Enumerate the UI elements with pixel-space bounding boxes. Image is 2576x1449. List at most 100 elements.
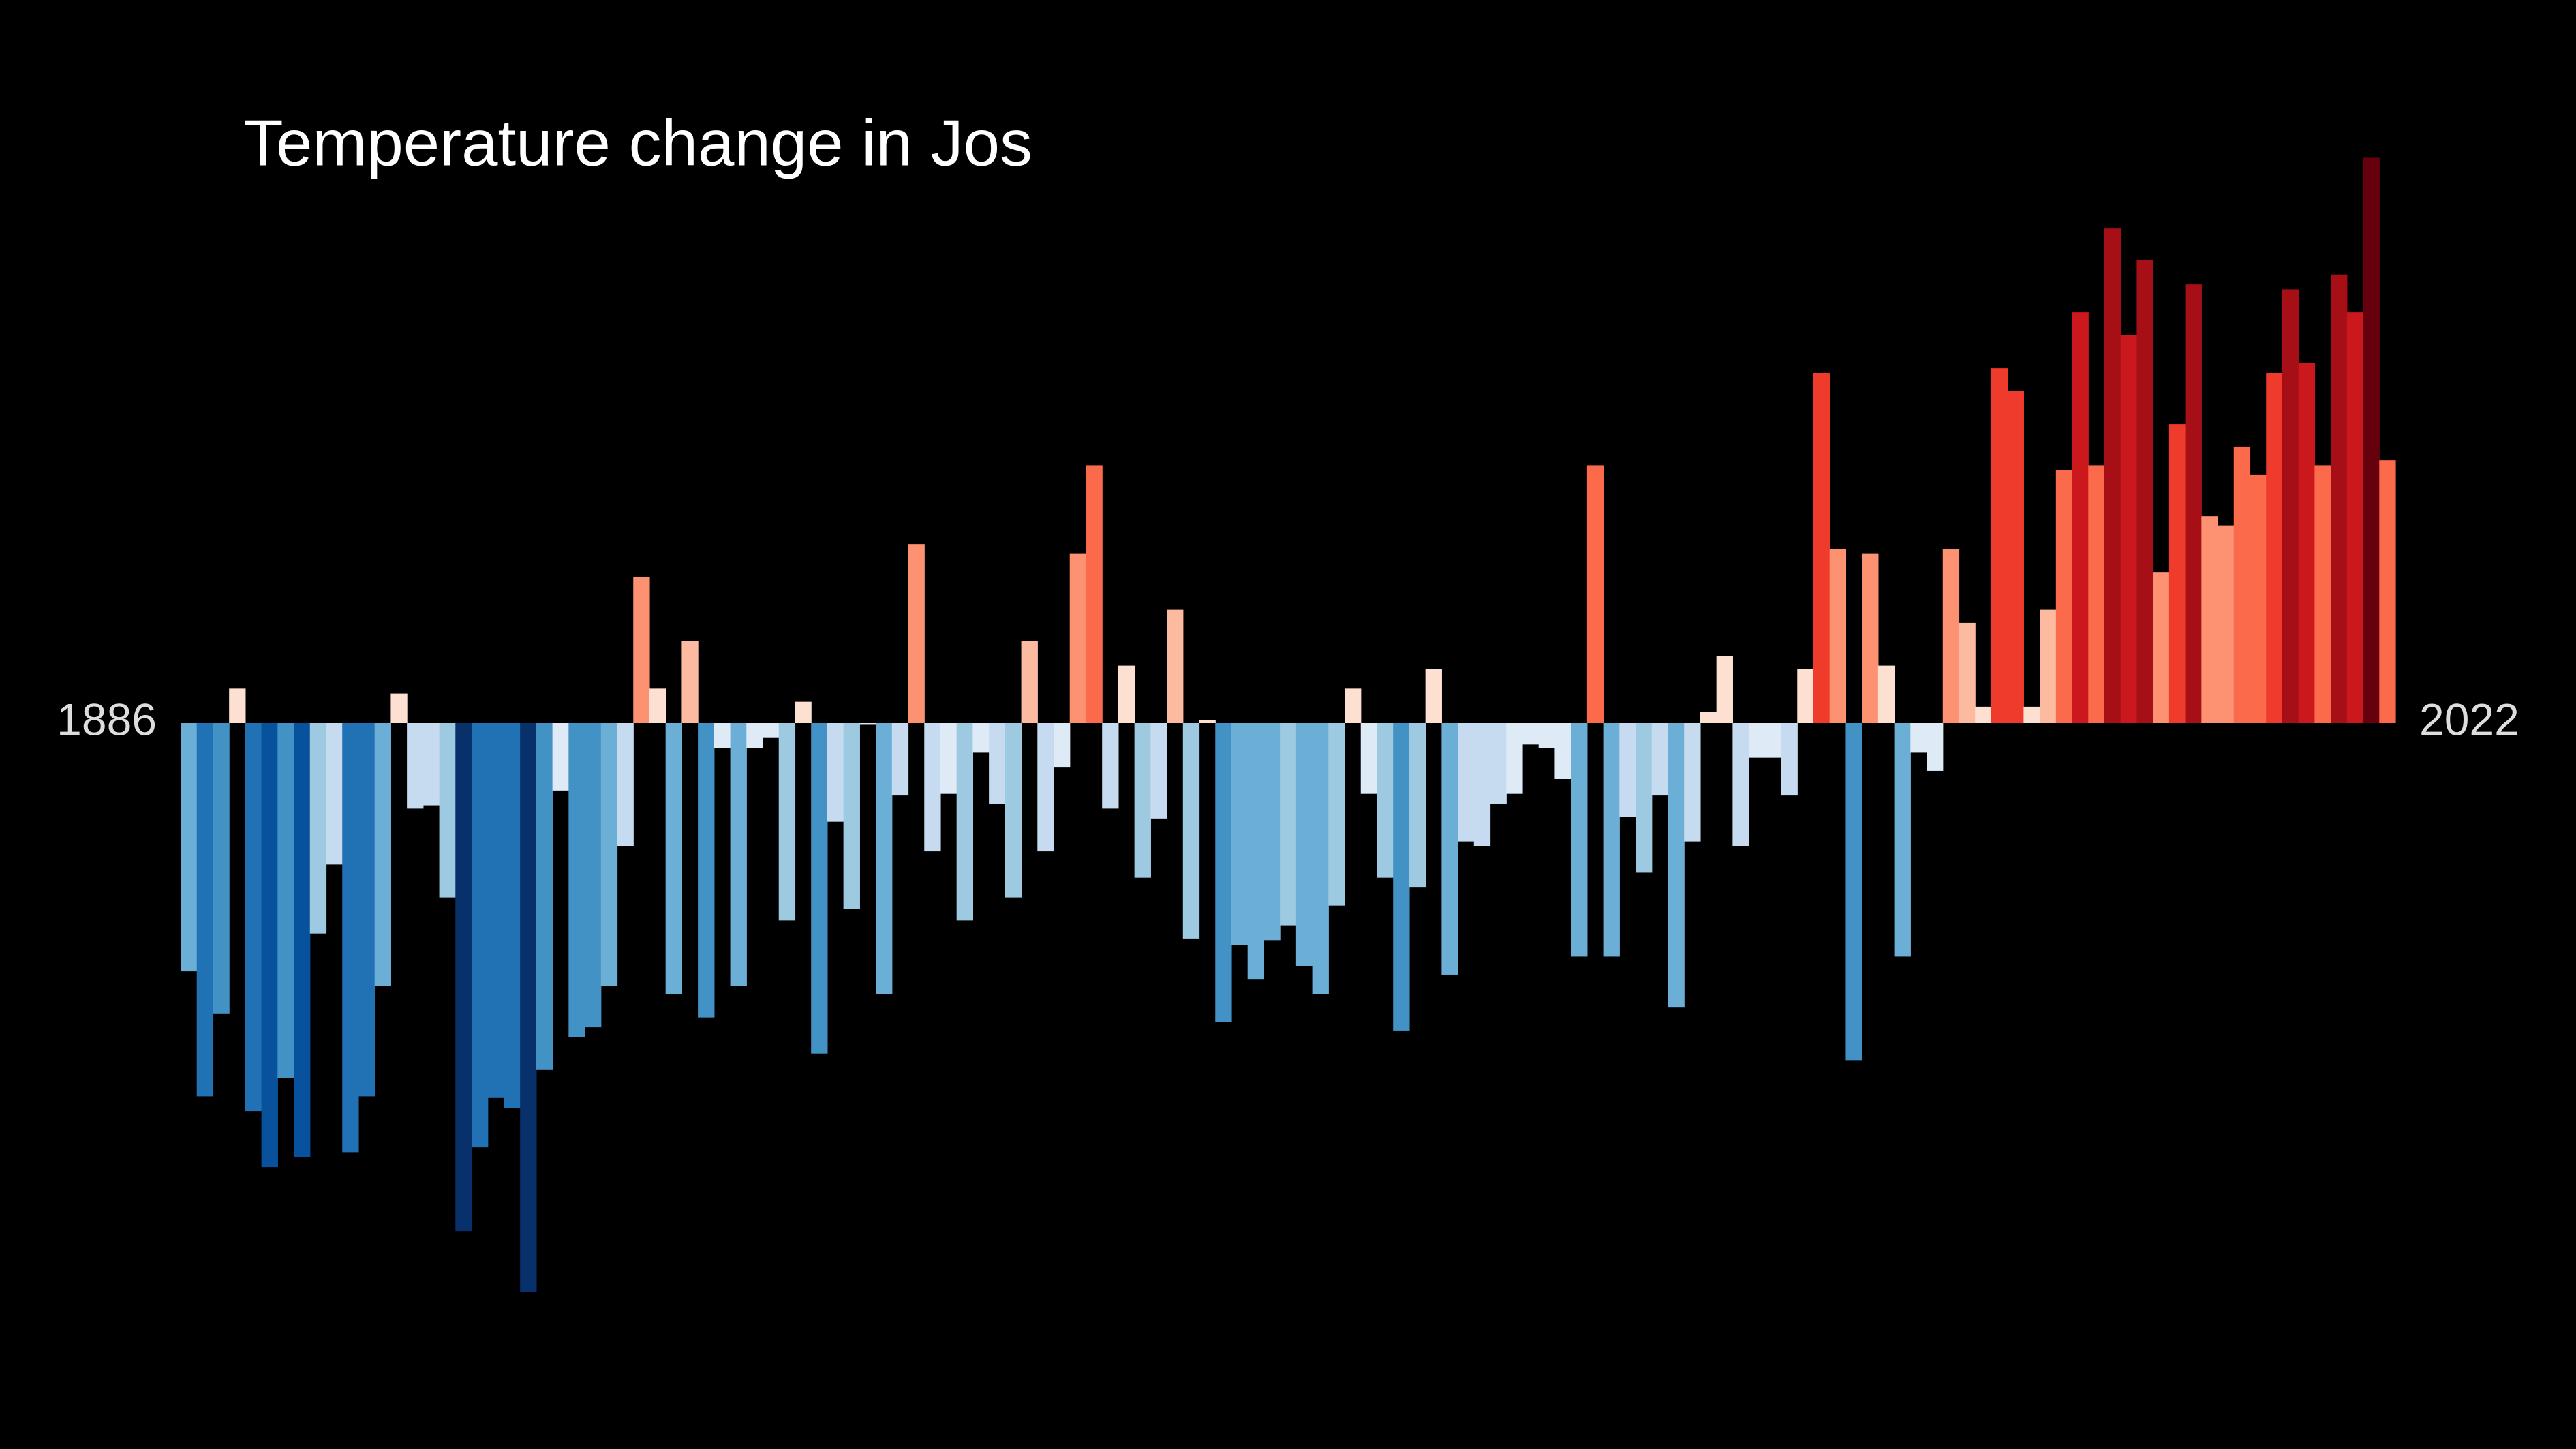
bar <box>196 723 214 1097</box>
bar <box>568 723 585 1037</box>
bar <box>2250 474 2267 723</box>
bar <box>649 688 666 723</box>
bar <box>1328 723 1345 906</box>
bar <box>2055 470 2073 723</box>
bar <box>1393 723 1410 1031</box>
bar <box>1506 723 1523 794</box>
bar <box>811 723 828 1054</box>
bar <box>1862 553 1879 723</box>
bar <box>1247 723 1265 980</box>
bar <box>1571 723 1588 957</box>
bar <box>1150 723 1167 819</box>
bar <box>891 723 909 796</box>
bar <box>1199 720 1216 723</box>
bar <box>1877 665 1895 723</box>
bar <box>1473 723 1491 846</box>
bar <box>358 723 375 1097</box>
bar <box>989 723 1006 804</box>
bar <box>1781 723 1798 796</box>
bar <box>1490 723 1507 804</box>
bar <box>714 723 731 748</box>
bar <box>1280 723 1297 926</box>
bar <box>1813 373 1830 723</box>
bar <box>1182 723 1200 939</box>
bar <box>1651 723 1669 796</box>
bar <box>439 723 456 898</box>
bar <box>2072 312 2089 724</box>
bar <box>1797 669 1814 723</box>
bar <box>1749 723 1766 758</box>
bar <box>681 641 699 723</box>
bar <box>1586 465 1604 723</box>
bar <box>536 723 553 1070</box>
bar <box>1118 665 1135 723</box>
bar <box>1425 669 1442 723</box>
bar <box>229 688 246 723</box>
bar <box>1021 641 1038 723</box>
bar <box>277 723 294 1078</box>
bar <box>2153 572 2170 723</box>
bar <box>1684 723 1701 842</box>
bar <box>1603 723 1620 957</box>
bar <box>1764 723 1782 758</box>
bar <box>1037 723 1054 852</box>
bar <box>1377 723 1394 878</box>
bar <box>472 723 489 1148</box>
bar <box>2185 284 2202 723</box>
bar <box>2088 465 2105 723</box>
bar <box>2023 706 2040 723</box>
bar <box>1538 723 1556 748</box>
bar <box>1636 723 1653 873</box>
bar <box>876 723 893 994</box>
bar <box>326 723 343 865</box>
bar <box>617 723 634 846</box>
bar <box>2218 525 2235 723</box>
bar <box>2007 391 2024 723</box>
bar <box>1441 723 1458 975</box>
bar <box>1458 723 1475 842</box>
bar <box>2104 228 2121 723</box>
bar <box>2331 274 2348 723</box>
bar <box>1700 712 1717 723</box>
bar <box>698 723 715 1018</box>
bar <box>778 723 796 921</box>
bar <box>795 701 812 723</box>
bar <box>342 723 359 1153</box>
bar <box>1102 723 1119 809</box>
bar <box>1005 723 1022 898</box>
bar <box>763 723 780 738</box>
bar <box>2266 373 2283 723</box>
bar <box>843 723 860 909</box>
bar <box>2363 157 2380 723</box>
bar <box>1312 723 1329 994</box>
bar <box>487 723 505 1098</box>
bar <box>390 693 408 723</box>
bar <box>1167 609 1184 723</box>
bar <box>1959 622 1976 723</box>
bar <box>552 723 569 791</box>
bar <box>309 723 327 934</box>
bar <box>374 723 391 986</box>
bar <box>520 723 537 1292</box>
bar <box>908 544 925 723</box>
bar <box>1086 465 1103 723</box>
bar <box>2233 446 2251 723</box>
bar <box>1522 723 1539 745</box>
bar <box>1263 723 1281 941</box>
bar <box>1554 723 1571 779</box>
bar <box>1668 723 1685 1008</box>
bar <box>2282 289 2299 724</box>
bar <box>1910 723 1927 753</box>
bar <box>181 723 198 972</box>
bar <box>1619 723 1636 817</box>
bar <box>423 723 440 806</box>
bar <box>633 577 650 723</box>
bar <box>665 723 683 994</box>
bar <box>2346 312 2364 724</box>
bar <box>1829 549 1847 723</box>
bar <box>2120 335 2138 724</box>
bar <box>1927 723 1944 771</box>
bar <box>2168 424 2186 723</box>
bar <box>1295 723 1313 966</box>
